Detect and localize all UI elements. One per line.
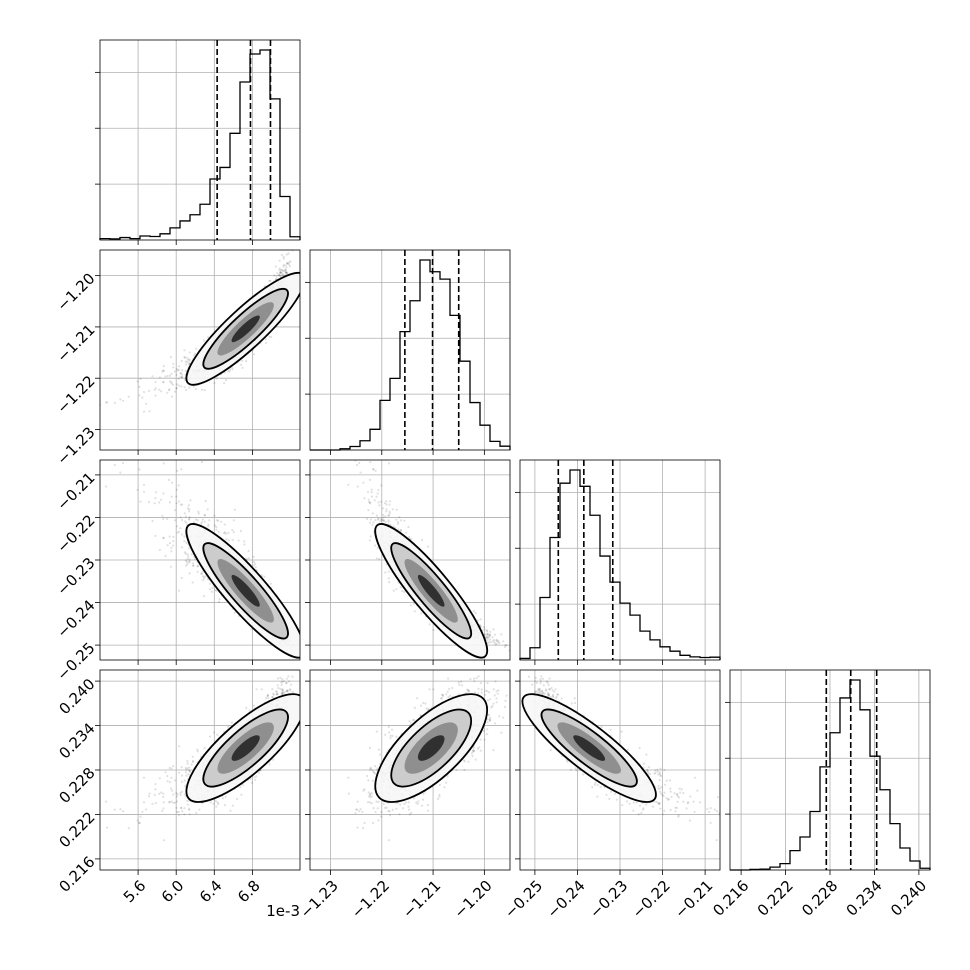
x-tick-label-1-2: −1.21	[399, 877, 444, 922]
x-tick-label-1-3: −1.20	[450, 877, 495, 922]
y-tick-label-2-1: −0.24	[53, 596, 98, 641]
scatter-panel-3-0	[95, 669, 301, 875]
contour-level-3	[231, 315, 260, 343]
histogram-frame-1	[309, 249, 511, 451]
histogram-panel-0	[95, 39, 301, 245]
panel-frame-2-1	[309, 459, 511, 661]
scatter-points-3-0	[100, 675, 300, 842]
contour-level-3	[417, 735, 445, 761]
histogram-panel-1	[305, 249, 511, 455]
x-tick-label-0-0: 5.6	[120, 877, 150, 907]
x-tick-label-3-4: 0.240	[887, 877, 930, 920]
y-tick-label-3-1: 0.222	[55, 808, 98, 851]
x-tick-label-2-2: −0.23	[586, 877, 631, 922]
scatter-panel-3-1	[305, 669, 511, 875]
contour-level-3	[231, 735, 260, 761]
panel-frame-2-0	[99, 459, 301, 661]
y-tick-label-1-1: −1.22	[53, 372, 98, 417]
contour-level-3	[417, 574, 445, 607]
scatter-panel-3-2	[515, 669, 721, 875]
x-tick-label-3-2: 0.228	[798, 877, 841, 920]
x-tick-label-3-1: 0.222	[754, 877, 797, 920]
x-tick-label-0-3: 6.8	[234, 877, 264, 907]
x-tick-label-2-3: −0.22	[629, 877, 674, 922]
x-tick-label-0-2: 6.4	[196, 877, 226, 907]
y-tick-label-3-0: 0.216	[55, 853, 98, 896]
scatter-panel-1-0	[95, 249, 301, 455]
y-tick-label-2-2: −0.23	[53, 554, 98, 599]
scatter-panel-2-0	[95, 459, 301, 665]
x-tick-label-2-0: −0.25	[501, 877, 546, 922]
y-tick-label-1-2: −1.21	[53, 321, 98, 366]
y-tick-label-1-0: −1.23	[53, 423, 98, 468]
contour-level-3	[573, 735, 606, 761]
histogram-step-1	[310, 259, 511, 451]
histogram-panel-3	[725, 669, 931, 875]
y-tick-label-2-4: −0.21	[53, 469, 98, 514]
histogram-frame-3	[729, 669, 931, 871]
panel-frame-3-2	[519, 669, 721, 871]
scatter-points-2-0	[100, 460, 300, 659]
histogram-step-2	[519, 469, 721, 660]
scatter-panel-2-1	[305, 459, 511, 665]
histogram-frame-2	[519, 459, 721, 661]
scatter-points-3-2	[521, 675, 720, 842]
histogram-frame-0	[99, 39, 301, 241]
y-tick-label-3-3: 0.234	[55, 719, 98, 762]
x-tick-label-3-3: 0.234	[843, 877, 886, 920]
panel-frame-3-0	[99, 669, 301, 871]
x-tick-label-3-0: 0.216	[709, 877, 752, 920]
y-tick-label-2-3: −0.22	[53, 511, 98, 556]
x-tick-label-2-1: −0.24	[544, 877, 589, 922]
x-tick-label-1-1: −1.22	[348, 877, 393, 922]
x-tick-label-1-0: −1.23	[297, 877, 342, 922]
y-tick-label-2-0: −0.25	[53, 639, 98, 684]
contour-level-3	[231, 574, 260, 607]
panel-frame-1-0	[99, 249, 301, 451]
x-tick-label-2-4: −0.21	[671, 877, 716, 922]
y-tick-label-1-3: −1.20	[53, 269, 98, 314]
panel-frame-3-1	[309, 669, 511, 871]
y-tick-label-3-2: 0.228	[55, 764, 98, 807]
histogram-step-3	[730, 679, 931, 871]
scatter-points-2-1	[347, 460, 510, 659]
x-offset-label-0: 1e-3	[266, 902, 300, 920]
x-tick-label-0-1: 6.0	[158, 877, 188, 907]
scatter-points-3-1	[347, 675, 510, 842]
scatter-points-1-0	[100, 250, 300, 413]
histogram-panel-2	[515, 459, 721, 665]
